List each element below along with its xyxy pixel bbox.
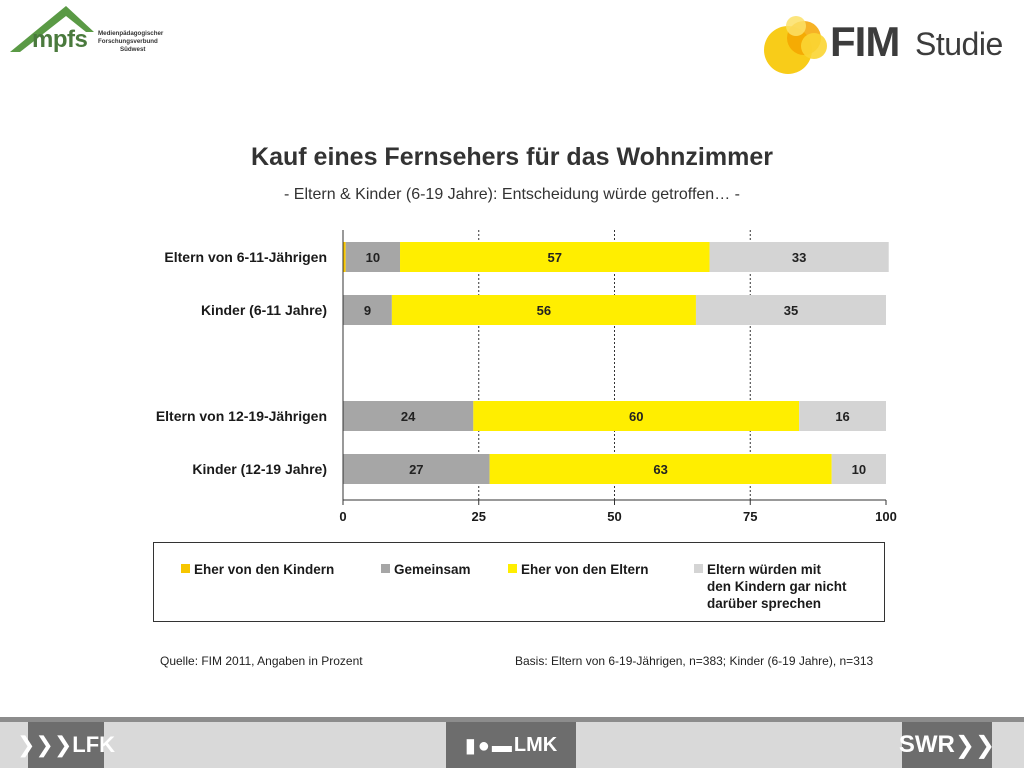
data-label: 27 [409, 462, 423, 477]
bar-segment [343, 401, 474, 431]
data-label: 60 [629, 409, 643, 424]
mpfs-logo [10, 6, 94, 52]
bar-segment [799, 401, 886, 431]
mpfs-logo-subtitle: Medienpädagogischer Forschungsverbund Sü… [98, 30, 164, 53]
data-label: 35 [784, 303, 798, 318]
legend-swatch-eltern [508, 564, 517, 573]
data-label: 16 [835, 409, 849, 424]
fim-logo [764, 16, 827, 74]
roof-icon [10, 6, 94, 52]
x-tick-label: 50 [607, 509, 621, 524]
source-note: Quelle: FIM 2011, Angaben in Prozent [160, 654, 363, 668]
data-label: 10 [366, 250, 380, 265]
category-label: Eltern von 6-11-Jährigen [164, 249, 327, 265]
basis-note: Basis: Eltern von 6-19-Jährigen, n=383; … [515, 654, 874, 668]
data-label: 10 [852, 462, 866, 477]
lmk-logo: ▮●▬ LMK [446, 722, 576, 768]
bar-chart: 10 57 33 Eltern von 6-11-Jährigen 9 56 35 Kinde… [156, 230, 897, 524]
bar-segment [489, 454, 832, 484]
bar-segment [391, 295, 696, 325]
swr-logo: SWR ❯❯ [899, 722, 995, 768]
bar-segment [831, 454, 886, 484]
data-label: 57 [548, 250, 562, 265]
bar-segment [695, 295, 886, 325]
fim-logo-text: FIM [830, 18, 900, 65]
data-label: 33 [792, 250, 806, 265]
bar-segment [343, 454, 490, 484]
bar-segment [345, 242, 401, 272]
legend-swatch-gemeinsam [381, 564, 390, 573]
chart-subtitle: - Eltern & Kinder (6-19 Jahre): Entschei… [284, 186, 740, 203]
x-tick-label: 25 [472, 509, 486, 524]
bar-segment [343, 242, 346, 272]
chart-legend: Eher von den Kindern Gemeinsam Eher von … [153, 542, 885, 622]
category-label: Kinder (12-19 Jahre) [192, 461, 327, 477]
fim-logo-text-2: Studie [915, 26, 1003, 62]
legend-item-eltern: Eher von den Eltern [508, 561, 649, 578]
data-label: 9 [364, 303, 371, 318]
bar-segment [400, 242, 710, 272]
category-label: Kinder (6-11 Jahre) [201, 302, 327, 318]
legend-item-gar-nicht: Eltern würden mit den Kindern gar nicht … [694, 561, 847, 612]
x-tick-label: 75 [743, 509, 757, 524]
legend-swatch-gar-nicht [694, 564, 703, 573]
bar-segment [343, 295, 392, 325]
footer-divider [0, 717, 1024, 722]
data-label: 56 [537, 303, 551, 318]
data-label: 24 [401, 409, 416, 424]
lfk-logo: ❯❯❯ LFK [17, 722, 115, 768]
legend-swatch-kinder [181, 564, 190, 573]
legend-item-kinder: Eher von den Kindern [181, 561, 334, 578]
x-tick-label: 0 [339, 509, 346, 524]
data-label: 63 [653, 462, 667, 477]
bar-segment [473, 401, 800, 431]
x-tick-label: 100 [875, 509, 897, 524]
legend-item-gemeinsam: Gemeinsam [381, 561, 471, 578]
bar-segment [709, 242, 889, 272]
category-label: Eltern von 12-19-Jährigen [156, 408, 327, 424]
chart-title: Kauf eines Fernsehers für das Wohnzimmer [251, 143, 773, 171]
mpfs-logo-text: mpfs [32, 26, 88, 53]
